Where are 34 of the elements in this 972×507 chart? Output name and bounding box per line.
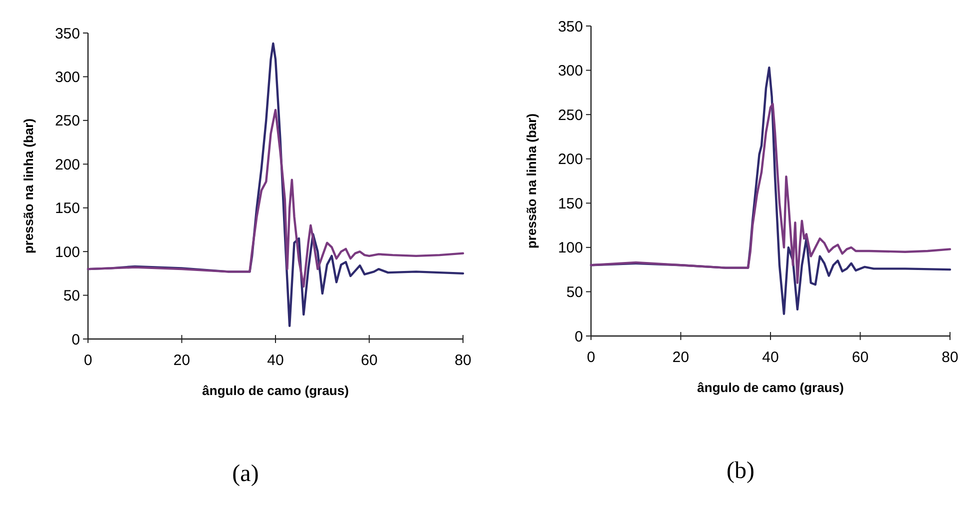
y-tick-label: 0 — [72, 331, 80, 348]
text: (a) — [232, 461, 259, 487]
x-axis-title: ângulo de camo (graus) — [202, 383, 349, 398]
x-tick-label: 20 — [173, 352, 190, 369]
y-tick-label: 350 — [558, 18, 583, 36]
y-tick-label: 300 — [558, 62, 583, 80]
y-tick-label: 150 — [54, 200, 80, 218]
line-series — [590, 102, 952, 284]
y-tick-label: 250 — [558, 106, 583, 124]
x-tick-label: 40 — [762, 349, 779, 366]
line-series — [86, 108, 464, 288]
y-axis-title: pressão na linha (bar) — [21, 118, 36, 254]
y-tick-label: 300 — [54, 68, 80, 86]
y-tick-label: 250 — [54, 112, 80, 130]
y-tick-label: 350 — [54, 25, 80, 42]
x-tick-label: 60 — [360, 352, 378, 369]
text: (b) — [726, 458, 754, 484]
y-tick-label: 100 — [54, 244, 80, 261]
y-tick-label: 100 — [558, 240, 583, 257]
x-tick-label: 60 — [852, 349, 869, 366]
x-axis-title: ângulo de camo (graus) — [697, 380, 844, 395]
y-tick-label: 200 — [558, 151, 583, 168]
x-tick-label: 20 — [672, 349, 690, 366]
y-axis-title: pressão na linha (bar) — [524, 113, 539, 249]
x-tick-label: 0 — [84, 352, 92, 369]
y-tick-label: 50 — [566, 284, 583, 301]
y-tick-label: 50 — [63, 288, 80, 305]
y-tick-label: 200 — [54, 156, 80, 174]
x-tick-label: 80 — [454, 352, 472, 369]
y-tick-label: 150 — [558, 195, 583, 212]
x-tick-label: 40 — [267, 352, 284, 369]
x-tick-label: 80 — [942, 349, 958, 366]
x-tick-label: 0 — [586, 349, 596, 366]
y-tick-label: 0 — [574, 328, 583, 346]
